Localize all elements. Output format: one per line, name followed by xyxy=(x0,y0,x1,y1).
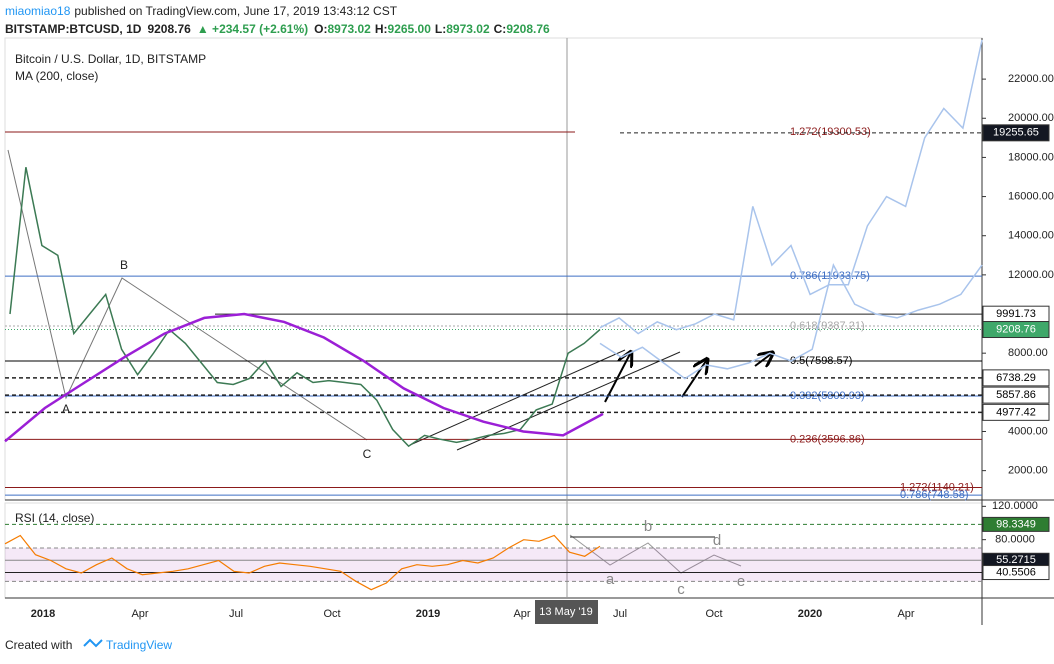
fib-label: 0.5(7598.57) xyxy=(790,355,852,367)
y-tick-label: 12000.00 xyxy=(1008,269,1054,281)
rsi-wave-label: a xyxy=(606,571,615,588)
author[interactable]: miaomiao18 xyxy=(5,4,71,18)
change: ▲ +234.57 (+2.61%) xyxy=(197,22,308,36)
rsi-wave-label: e xyxy=(737,573,745,590)
wave-label: A xyxy=(62,402,70,416)
ohlc-label: L: xyxy=(435,22,446,36)
wave-label: B xyxy=(120,258,128,272)
ma-legend: MA (200, close) xyxy=(15,69,98,83)
y-tick-label: 2000.00 xyxy=(1008,465,1048,477)
wave-label: C xyxy=(363,447,372,461)
ohlc-label: C: xyxy=(494,22,507,36)
series-line xyxy=(4,312,604,443)
x-tick-label: Apr xyxy=(131,608,148,620)
series-line xyxy=(9,167,601,448)
cursor-box xyxy=(535,600,598,624)
ohlc-value: 8973.02 xyxy=(446,22,490,36)
ohlc-value: 8973.02 xyxy=(327,22,371,36)
price-label: 5857.86 xyxy=(996,389,1036,401)
ohlc-label: O: xyxy=(314,22,327,36)
x-tick-label: Jul xyxy=(229,608,243,620)
rsi-wave-label: c xyxy=(677,581,685,598)
published: published on TradingView.com, June 17, 2… xyxy=(74,4,397,18)
fib-label: 0.382(5809.93) xyxy=(790,390,865,402)
rsi-title: RSI (14, close) xyxy=(15,511,94,525)
price-label-box xyxy=(982,403,1050,421)
price-label-box xyxy=(982,369,1050,387)
y-tick-label: 16000.00 xyxy=(1008,190,1054,202)
fib-label: 1.272(1140.21) xyxy=(900,481,974,493)
chart-title: Bitcoin / U.S. Dollar, 1D, BITSTAMP xyxy=(15,52,206,66)
channel-line xyxy=(456,351,681,451)
y-tick-label: 120.0000 xyxy=(992,500,1038,512)
rsi-wave-label: d xyxy=(713,532,721,549)
footer-brand[interactable]: TradingView xyxy=(106,638,172,652)
x-tick-label: 2018 xyxy=(31,608,55,620)
x-tick-label: Apr xyxy=(897,608,914,620)
y-tick-label: 18000.00 xyxy=(1008,151,1054,163)
y-tick-label: 80.0000 xyxy=(995,534,1035,546)
rsi-wave-label: b xyxy=(644,518,652,535)
y-tick-label: 20000.00 xyxy=(1008,112,1054,124)
price-label-box xyxy=(982,386,1050,404)
header: miaomiao18 published on TradingView.com, … xyxy=(5,4,398,18)
rsi-label-box xyxy=(982,565,1050,581)
x-tick-label: 2019 xyxy=(416,608,440,620)
price-label: 9991.73 xyxy=(996,308,1036,320)
channel-line xyxy=(409,349,626,446)
fib-label: 0.618(9387.21) xyxy=(790,320,865,332)
rsi-label: 55.2715 xyxy=(996,554,1036,566)
rsi-label-box xyxy=(982,516,1050,532)
x-tick-label: Jul xyxy=(613,608,627,620)
quote: BITSTAMP:BTCUSD, 1D 9208.76 ▲ +234.57 (+2.… xyxy=(5,22,550,36)
series-line xyxy=(4,534,601,591)
ohlc-value: 9208.76 xyxy=(506,22,550,36)
rsi-band xyxy=(5,548,982,582)
price-label-box xyxy=(982,321,1050,339)
symbol: BITSTAMP:BTCUSD, 1D xyxy=(5,22,142,36)
fib-label: 1.272(19300.53) xyxy=(790,126,871,138)
x-tick-label: Oct xyxy=(323,608,340,620)
fib-label: 0.236(3596.86) xyxy=(790,433,865,445)
x-tick-label: Apr xyxy=(513,608,530,620)
y-tick-label: 8000.00 xyxy=(1008,347,1048,359)
price-label: 4977.42 xyxy=(996,406,1036,418)
brand-logo xyxy=(83,638,103,648)
y-tick-label: 22000.00 xyxy=(1008,73,1054,85)
price-label: 9208.76 xyxy=(996,323,1036,335)
y-tick-label: 14000.00 xyxy=(1008,230,1054,242)
price-label: 19255.65 xyxy=(993,127,1039,139)
x-tick-label: Oct xyxy=(705,608,722,620)
cursor-label: 13 May '19 xyxy=(539,606,592,618)
price-label: 6738.29 xyxy=(996,372,1036,384)
last: 9208.76 xyxy=(147,22,191,36)
footer-text: Created with xyxy=(5,638,72,652)
rsi-label: 40.5506 xyxy=(996,566,1036,578)
ohlc-label: H: xyxy=(375,22,388,36)
series-line xyxy=(599,39,983,335)
series-line xyxy=(599,263,983,380)
price-label-box xyxy=(982,124,1050,142)
arrow xyxy=(754,354,771,366)
rsi-label: 98.3349 xyxy=(996,518,1036,530)
fib-label: 0.786(748.58) xyxy=(900,489,969,501)
wave-lines xyxy=(7,149,368,441)
ohlc-value: 9265.00 xyxy=(388,22,432,36)
x-tick-label: 2020 xyxy=(798,608,822,620)
y-tick-label: 4000.00 xyxy=(1008,425,1048,437)
